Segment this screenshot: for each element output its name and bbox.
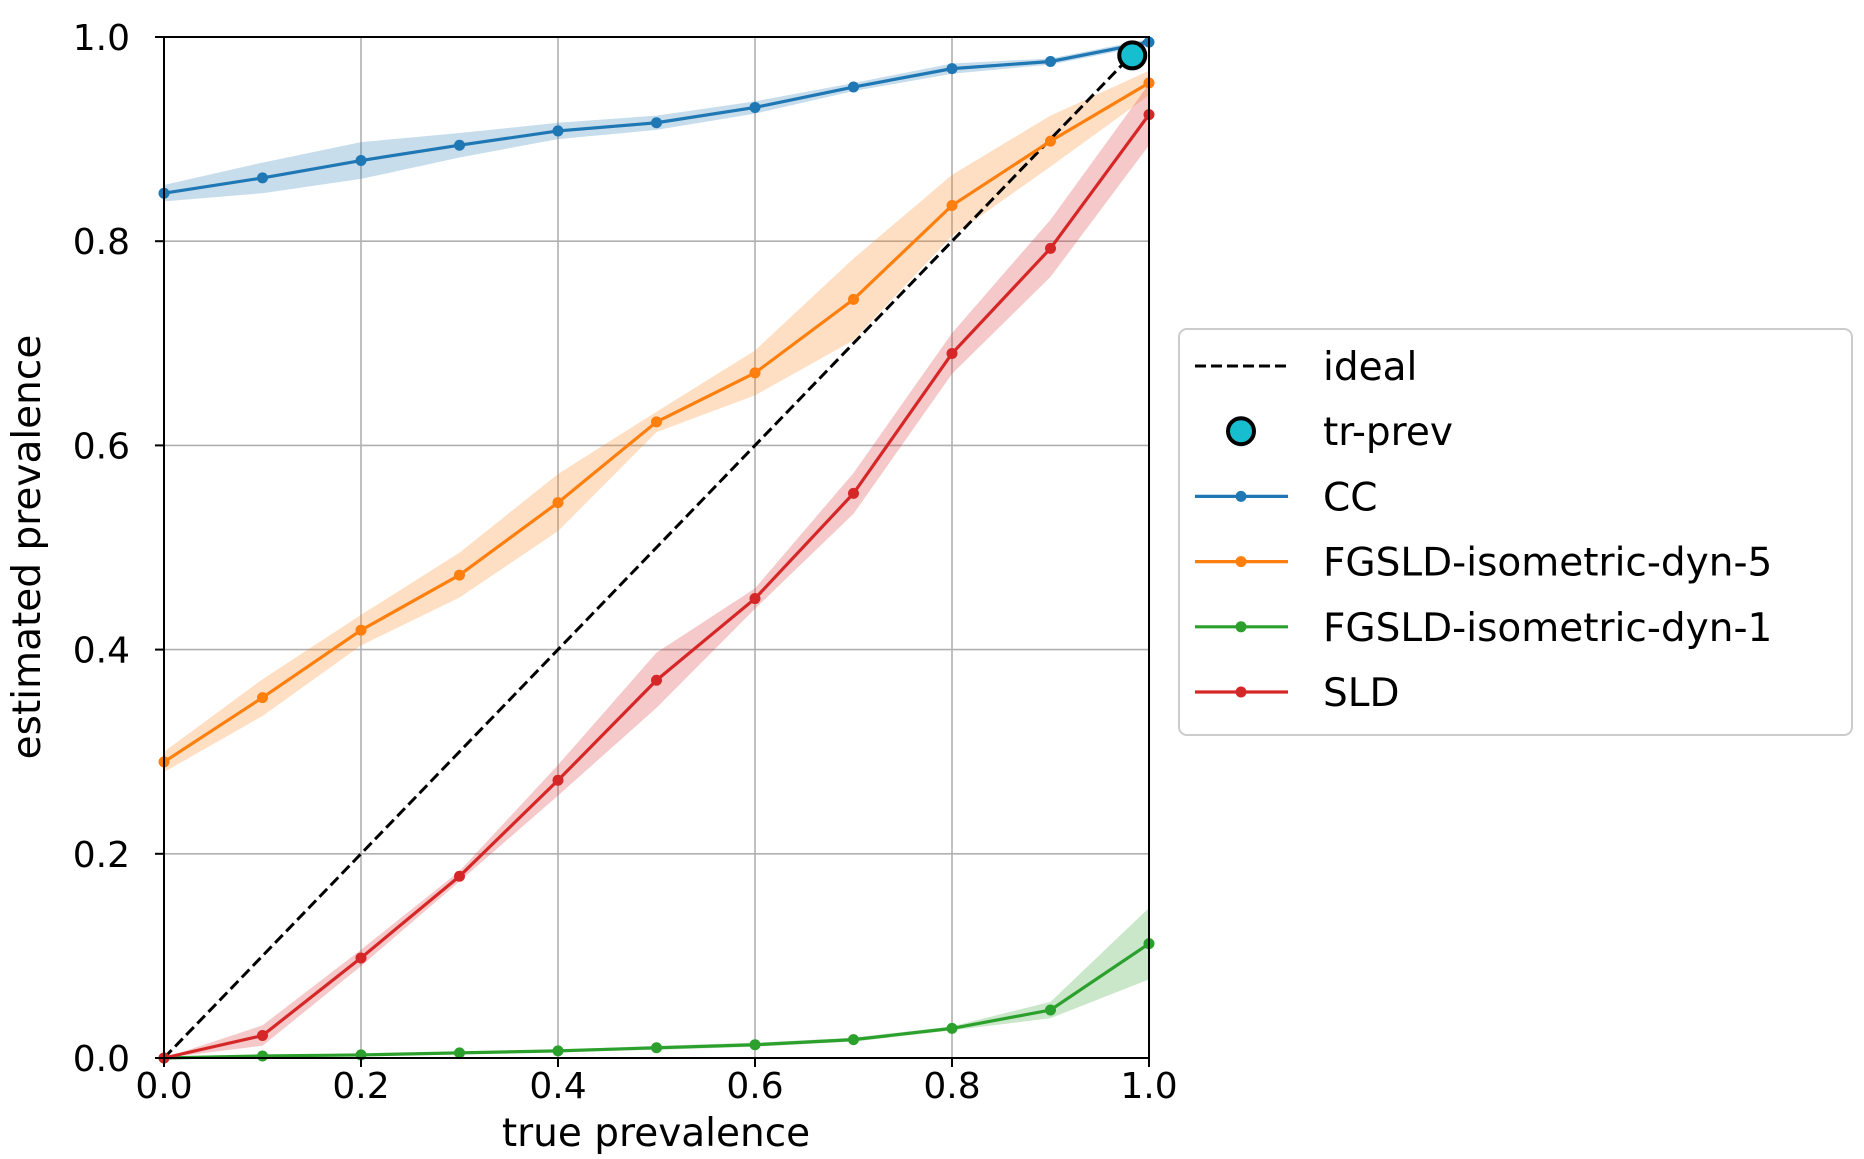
y-tick-label: 0.4 [73,631,130,672]
data-point [454,569,465,581]
y-tick-label: 0.8 [73,222,130,263]
data-point [552,774,564,786]
data-point [651,416,662,428]
legend-label: FGSLD-isometric-dyn-5 [1323,541,1772,586]
y-tick-label: 1.0 [73,18,130,59]
y-axis-label: estimated prevalence [5,335,50,760]
band-2 [164,907,1149,1058]
legend-label: CC [1323,475,1377,520]
data-point [651,1042,662,1054]
legend-frame [1178,328,1853,736]
data-point [1045,1004,1056,1016]
data-point [848,1034,859,1046]
data-point [1045,135,1056,147]
x-tick-label: 0.0 [135,1066,192,1107]
legend-marker [1235,556,1247,568]
y-tick-label: 0.6 [73,426,130,467]
data-point [749,367,761,379]
plot-frame [163,36,1150,1059]
data-point [1045,56,1056,68]
data-point [454,1047,465,1059]
data-point [257,692,268,704]
ideal-line [162,35,1151,1060]
data-point [1045,242,1056,254]
series-line-3 [163,113,1151,1060]
band-3 [164,83,1149,1058]
legend-label: FGSLD-isometric-dyn-1 [1323,606,1772,651]
legend-label: tr-prev [1323,410,1453,455]
data-point [749,101,761,113]
x-tick-label: 0.6 [726,1066,783,1107]
x-axis-label: true prevalence [502,1111,810,1156]
data-point [946,1022,958,1034]
data-point [749,593,761,605]
data-point [749,1039,761,1051]
data-point [946,199,958,211]
x-tick-label: 0.8 [923,1066,980,1107]
data-point [848,487,859,499]
data-point [355,624,367,636]
x-tick-label: 0.4 [529,1066,586,1107]
ticks: 0.0 0.2 0.4 0.6 0.8 1.0 0.0 0.2 0.4 0.6 0.8 1.0 [73,18,1178,1107]
data-point [651,117,662,129]
data-point [454,139,465,151]
data-point [848,293,859,305]
data-point [257,172,268,184]
legend-label: ideal [1323,345,1417,390]
tr-prev-marker [1117,40,1148,71]
series-lines [158,35,1155,1064]
legend-label: SLD [1323,671,1400,716]
data-point [355,155,367,167]
legend-marker [1235,490,1247,502]
data-point [257,1030,268,1042]
data-point [848,81,859,93]
data-point [552,497,564,509]
y-tick-label: 0.2 [73,835,130,876]
data-point [454,870,465,882]
legend-marker [1235,686,1247,698]
legend-marker [1235,621,1247,633]
legend-tr-prev-handle [1226,416,1256,447]
data-point [257,1050,268,1062]
y-tick-label: 0.0 [73,1039,130,1080]
data-point [946,348,958,360]
data-point [651,674,662,686]
data-point [552,125,564,137]
x-tick-label: 0.2 [332,1066,389,1107]
data-point [552,1045,564,1057]
data-point [355,952,367,964]
data-point [946,63,958,75]
x-tick-label: 1.0 [1120,1066,1177,1107]
legend: ideal tr-prev CC FGSLD-isometric-dyn-5 FGSLD… [1178,328,1853,736]
